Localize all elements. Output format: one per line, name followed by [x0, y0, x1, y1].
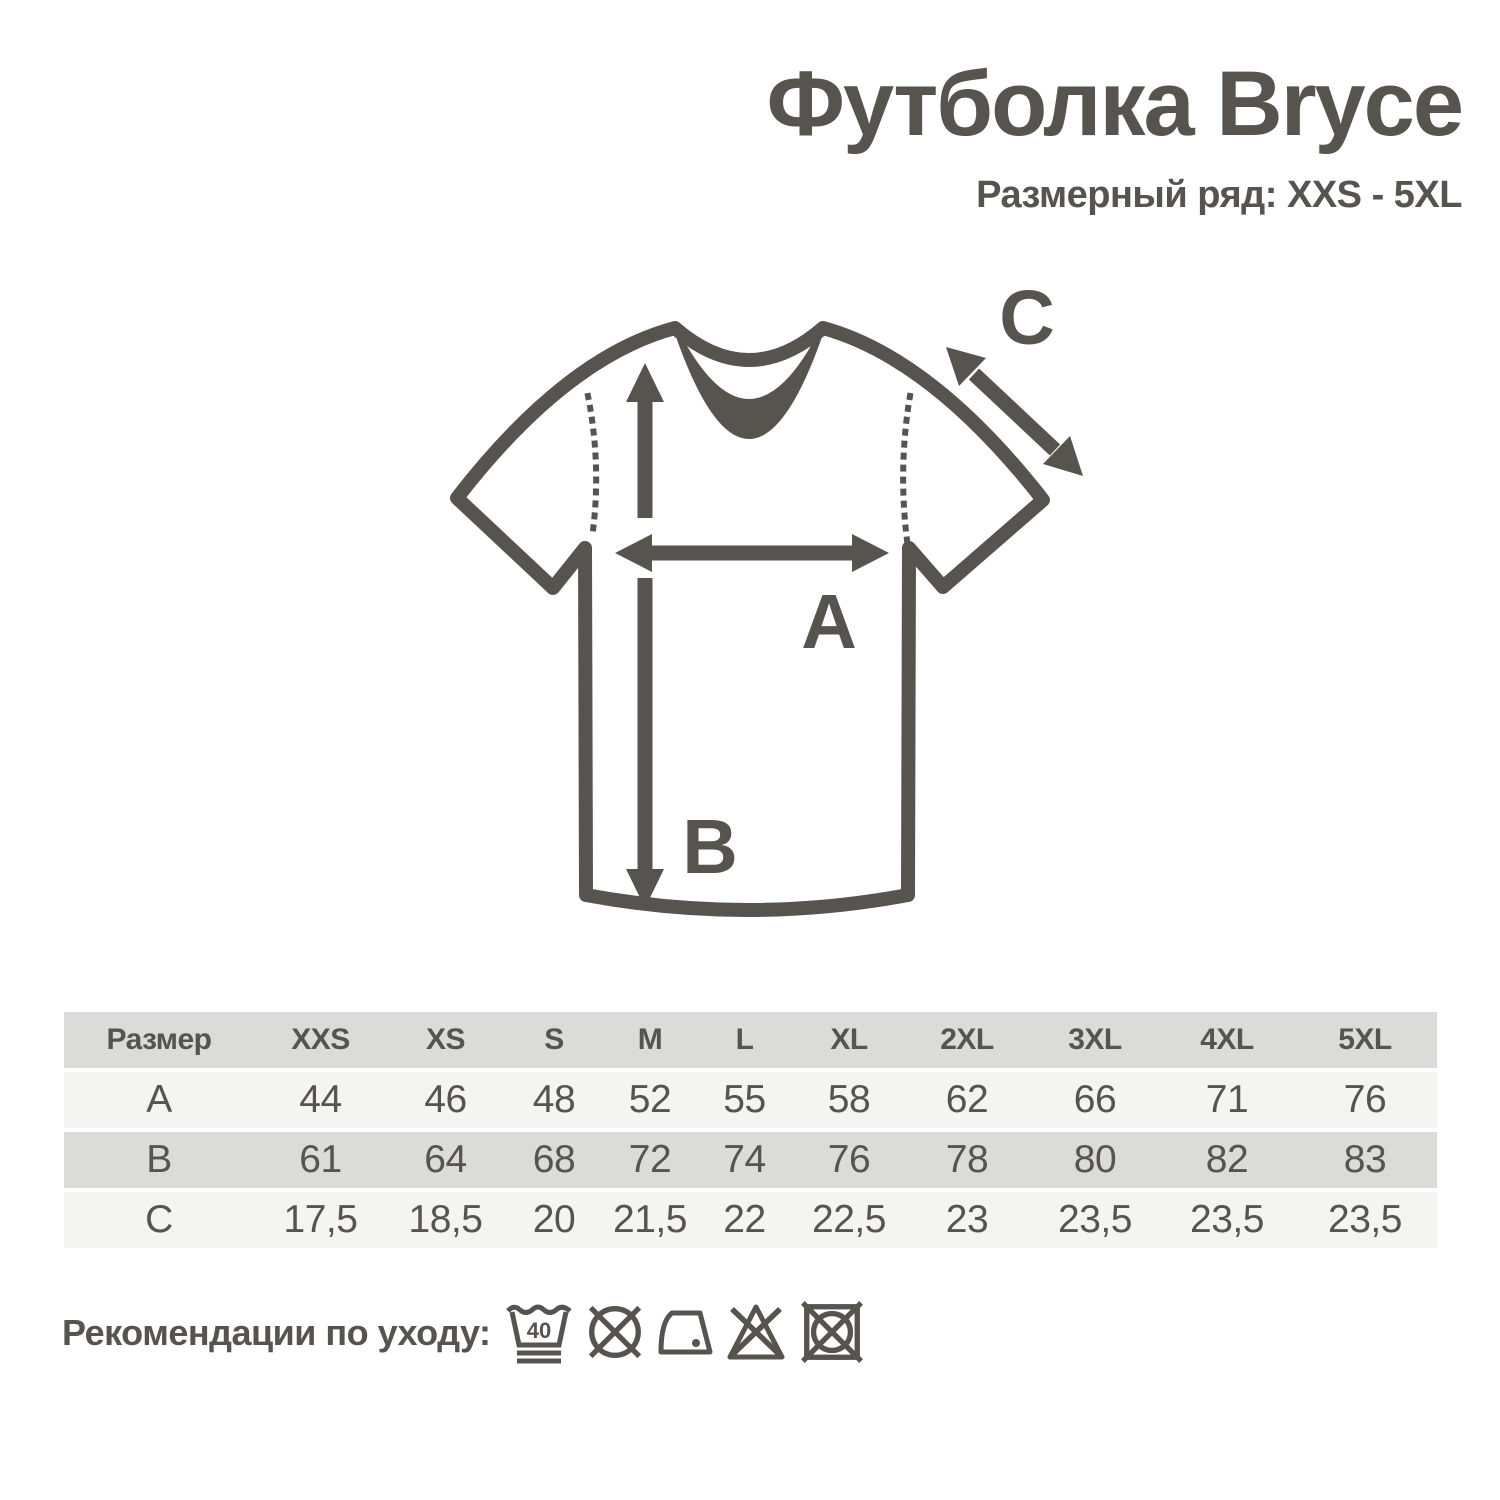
cell: 22: [723, 1198, 766, 1241]
col-header: 3XL: [1068, 1023, 1122, 1056]
title-block: Футболка Bryce Размерный ряд: XXS - 5XL: [766, 53, 1464, 217]
cell: 61: [299, 1138, 342, 1181]
wash-40-icon: 40: [506, 1304, 572, 1364]
measure-arrow-b: [626, 363, 664, 908]
cell: 22,5: [812, 1198, 886, 1241]
col-header: 4XL: [1200, 1023, 1254, 1056]
iron-low-temperature-icon: [658, 1310, 713, 1355]
row-label: B: [146, 1138, 172, 1181]
tshirt-outline-icon: [450, 321, 1050, 917]
col-header: L: [735, 1023, 754, 1056]
wash-temperature: 40: [527, 1318, 551, 1343]
cell: 17,5: [283, 1198, 358, 1241]
size-range-subtitle: Размерный ряд: XXS - 5XL: [976, 174, 1462, 216]
cell: 76: [827, 1138, 871, 1181]
table-row-b: B 61 64 68 72 74 76 78 80 82 83: [64, 1132, 1437, 1188]
label-c: C: [999, 275, 1055, 361]
cell: 23: [945, 1198, 989, 1241]
cell: 21,5: [613, 1198, 687, 1241]
do-not-bleach-icon: [727, 1304, 785, 1360]
cell: 52: [628, 1078, 672, 1121]
row-label: A: [146, 1078, 172, 1121]
collar-icon: [673, 326, 825, 439]
do-not-dry-clean-icon: [588, 1305, 642, 1359]
col-header: XL: [830, 1023, 868, 1056]
cell: 68: [532, 1138, 576, 1181]
cell: 66: [1073, 1078, 1117, 1121]
cell: 78: [945, 1138, 989, 1181]
cell: 23,5: [1328, 1198, 1402, 1241]
tshirt-measurement-diagram: A B C: [450, 275, 1083, 917]
cell: 20: [532, 1198, 576, 1241]
cell: 48: [532, 1078, 576, 1121]
cell: 58: [827, 1078, 871, 1121]
cell: 82: [1205, 1138, 1249, 1181]
measure-arrow-c: [946, 347, 1083, 476]
cell: 76: [1343, 1078, 1387, 1121]
col-header: XXS: [291, 1023, 350, 1056]
col-header: 2XL: [940, 1023, 994, 1056]
col-header: 5XL: [1338, 1023, 1392, 1056]
cell: 72: [628, 1138, 672, 1181]
cell: 55: [723, 1078, 766, 1121]
right-armhole-seam: [900, 392, 914, 544]
cell: 18,5: [408, 1198, 483, 1241]
cell: 71: [1205, 1078, 1249, 1121]
size-table-header-row: Размер XXS XS S M L XL 2XL 3XL 4XL 5XL: [64, 1012, 1437, 1068]
table-row-a: A 44 46 48 52 55 58 62 66 71 76: [64, 1072, 1437, 1128]
row-label: C: [145, 1198, 173, 1241]
col-header: Размер: [106, 1023, 212, 1056]
table-row-c: C 17,5 18,5 20 21,5 22 22,5 23 23,5 23,5…: [64, 1192, 1437, 1248]
col-header: XS: [425, 1023, 466, 1056]
left-armhole-seam: [584, 392, 600, 542]
cell: 44: [299, 1078, 342, 1121]
cell: 23,5: [1058, 1198, 1132, 1241]
cell: 62: [945, 1078, 989, 1121]
col-header: S: [544, 1023, 564, 1056]
cell: 23,5: [1190, 1198, 1264, 1241]
col-header: M: [637, 1023, 663, 1056]
measure-arrow-a: [615, 534, 889, 572]
care-instructions-label: Рекомендации по уходу:: [62, 1312, 491, 1353]
label-b: B: [682, 804, 738, 890]
label-a: A: [801, 579, 857, 665]
cell: 74: [723, 1138, 766, 1181]
cell: 46: [424, 1078, 467, 1121]
size-table: Размер XXS XS S M L XL 2XL 3XL 4XL 5XL A…: [64, 1008, 1437, 1252]
page-title: Футболка Bryce: [766, 53, 1464, 155]
cell: 64: [424, 1138, 467, 1181]
do-not-tumble-dry-icon: [800, 1300, 864, 1364]
care-symbols: 40: [506, 1294, 866, 1370]
cell: 83: [1343, 1138, 1387, 1181]
cell: 80: [1073, 1138, 1117, 1181]
